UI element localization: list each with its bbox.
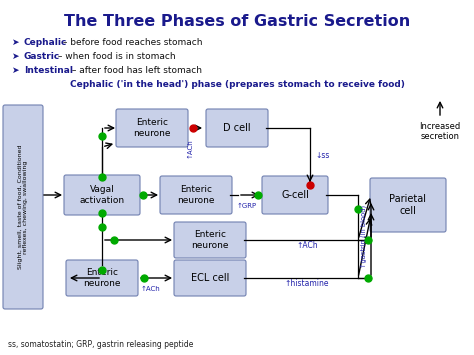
FancyBboxPatch shape <box>64 175 140 215</box>
FancyBboxPatch shape <box>206 109 268 147</box>
Text: The Three Phases of Gastric Secretion: The Three Phases of Gastric Secretion <box>64 14 410 29</box>
Text: G-cell: G-cell <box>281 190 309 200</box>
FancyBboxPatch shape <box>3 105 43 309</box>
Text: ➤: ➤ <box>12 52 19 61</box>
Text: ➤: ➤ <box>12 38 19 47</box>
Text: Enteric
neurone: Enteric neurone <box>191 230 229 250</box>
Text: Enteric
neurone: Enteric neurone <box>177 185 215 205</box>
Text: ↑ACh: ↑ACh <box>296 241 318 251</box>
Text: – before food reaches stomach: – before food reaches stomach <box>60 38 202 47</box>
Text: – when food is in stomach: – when food is in stomach <box>55 52 176 61</box>
Text: ➤: ➤ <box>12 66 19 75</box>
Text: ↑GRP: ↑GRP <box>237 203 257 209</box>
Text: ↑ACh: ↑ACh <box>140 286 160 292</box>
FancyBboxPatch shape <box>66 260 138 296</box>
FancyBboxPatch shape <box>262 176 328 214</box>
FancyBboxPatch shape <box>174 260 246 296</box>
Text: – after food has left stomach: – after food has left stomach <box>69 66 202 75</box>
Text: ECL cell: ECL cell <box>191 273 229 283</box>
Text: Slight, smell, taste of food, Conditioned
reflexes, chewing, swallowing: Slight, smell, taste of food, Conditione… <box>18 145 28 269</box>
FancyBboxPatch shape <box>160 176 232 214</box>
Text: Vagal
activation: Vagal activation <box>80 185 125 205</box>
Text: ↑ACh: ↑ACh <box>187 138 193 158</box>
Text: D cell: D cell <box>223 123 251 133</box>
Text: ss, somatostatin; GRP, gastrin releasing peptide: ss, somatostatin; GRP, gastrin releasing… <box>8 340 193 349</box>
FancyBboxPatch shape <box>370 178 446 232</box>
Text: Cephalic ('in the head') phase (prepares stomach to receive food): Cephalic ('in the head') phase (prepares… <box>70 80 404 89</box>
Text: Cephalic: Cephalic <box>24 38 67 47</box>
Text: Enteric
neurone: Enteric neurone <box>133 118 171 138</box>
Text: ↓ss: ↓ss <box>315 151 329 159</box>
Text: ↑gastrin (in blood): ↑gastrin (in blood) <box>361 204 367 268</box>
Text: Increased
secretion: Increased secretion <box>419 122 461 141</box>
Text: ↑histamine: ↑histamine <box>285 279 329 289</box>
Text: Enteric
neurone: Enteric neurone <box>83 268 121 288</box>
Text: Gastric: Gastric <box>24 52 60 61</box>
Text: Intestinal: Intestinal <box>24 66 73 75</box>
Text: Parietal
cell: Parietal cell <box>390 194 427 216</box>
FancyBboxPatch shape <box>116 109 188 147</box>
FancyBboxPatch shape <box>174 222 246 258</box>
